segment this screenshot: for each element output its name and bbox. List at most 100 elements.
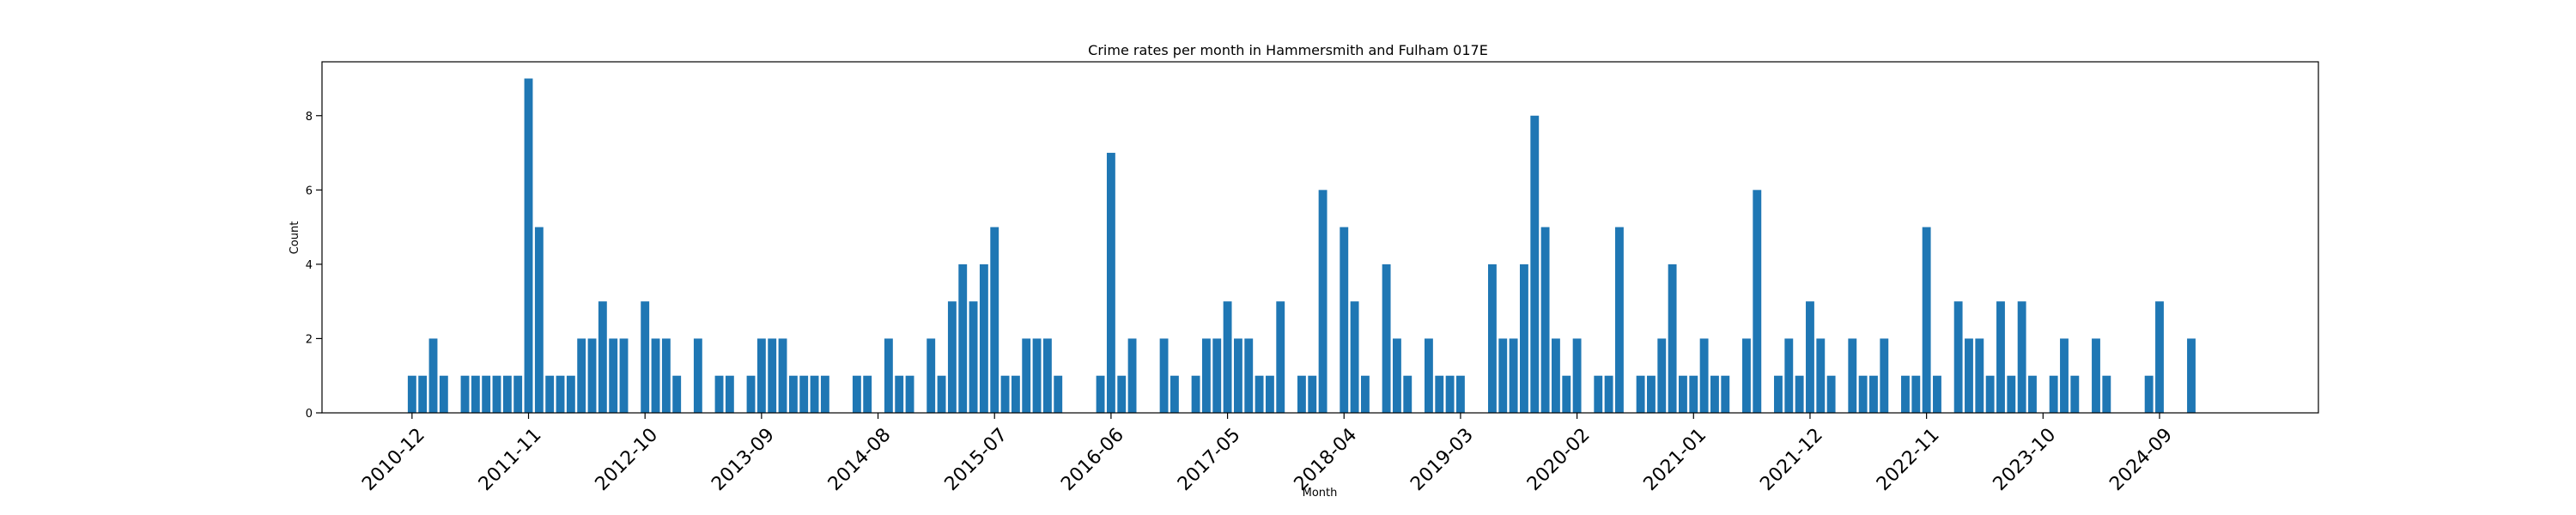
x-axis-label: Month bbox=[1303, 487, 1338, 500]
bar-2017-04 bbox=[1212, 338, 1222, 413]
bar-2019-09 bbox=[1520, 264, 1528, 413]
bar-2013-09 bbox=[756, 338, 766, 413]
bar-2021-09 bbox=[1774, 375, 1783, 413]
bar-2012-06 bbox=[598, 301, 607, 413]
x-tick-label: 2023-10 bbox=[1990, 424, 2061, 495]
bar-2012-10 bbox=[641, 301, 650, 413]
bar-2018-05 bbox=[1350, 301, 1359, 413]
bar-2023-05 bbox=[1985, 375, 1995, 413]
bar-2022-04 bbox=[1848, 338, 1857, 413]
bar-2020-01 bbox=[1562, 375, 1571, 413]
bar-2013-03 bbox=[693, 338, 702, 413]
bar-2021-12 bbox=[1806, 301, 1814, 413]
bar-2013-01 bbox=[672, 375, 682, 413]
bar-2019-06 bbox=[1488, 264, 1497, 413]
bar-2020-02 bbox=[1572, 338, 1582, 413]
x-tick-label: 2024-09 bbox=[2105, 424, 2177, 495]
bar-2015-12 bbox=[1042, 338, 1052, 413]
bar-2015-06 bbox=[979, 264, 988, 413]
bar-2019-11 bbox=[1540, 227, 1550, 413]
bar-2012-01 bbox=[545, 375, 555, 413]
bar-2018-12 bbox=[1424, 338, 1433, 413]
x-tick-label: 2017-05 bbox=[1174, 424, 1245, 495]
bar-2014-02 bbox=[810, 375, 819, 413]
bar-2022-10 bbox=[1911, 375, 1921, 413]
bar-2013-10 bbox=[768, 338, 777, 413]
bar-2015-07 bbox=[990, 227, 999, 413]
bar-2012-12 bbox=[661, 338, 671, 413]
bar-2022-09 bbox=[1901, 375, 1910, 413]
bar-2011-10 bbox=[513, 375, 523, 413]
bar-2020-04 bbox=[1594, 375, 1603, 413]
bar-2015-08 bbox=[1000, 375, 1010, 413]
bar-2020-10 bbox=[1657, 338, 1667, 413]
bar-2020-11 bbox=[1668, 264, 1677, 413]
bars-group bbox=[407, 78, 2196, 414]
bar-2023-11 bbox=[2049, 375, 2058, 413]
bar-2012-11 bbox=[651, 338, 660, 413]
bar-2016-07 bbox=[1117, 375, 1127, 413]
bar-2016-11 bbox=[1159, 338, 1169, 413]
bar-2018-02 bbox=[1318, 190, 1327, 413]
y-tick-label: 6 bbox=[306, 185, 313, 197]
bar-2020-05 bbox=[1604, 375, 1613, 413]
bar-2018-08 bbox=[1382, 264, 1391, 413]
bar-2015-03 bbox=[947, 301, 957, 413]
bar-2013-11 bbox=[778, 338, 787, 413]
bar-2020-09 bbox=[1647, 375, 1656, 413]
bar-2015-11 bbox=[1032, 338, 1042, 413]
bar-2017-02 bbox=[1191, 375, 1200, 413]
bar-2012-08 bbox=[619, 338, 629, 413]
y-axis-label: Count bbox=[289, 221, 301, 255]
bar-2015-02 bbox=[937, 375, 946, 413]
bar-2021-06 bbox=[1742, 338, 1751, 413]
y-tick-label: 2 bbox=[306, 333, 313, 346]
x-tick-label: 2011-11 bbox=[475, 424, 546, 495]
bar-2019-07 bbox=[1498, 338, 1508, 413]
bar-2017-08 bbox=[1255, 375, 1264, 413]
bar-2022-12 bbox=[1933, 375, 1941, 413]
bar-2016-06 bbox=[1106, 153, 1115, 414]
bar-2023-04 bbox=[1975, 338, 1984, 413]
bar-2014-09 bbox=[884, 338, 893, 413]
bar-2019-10 bbox=[1530, 115, 1540, 413]
bar-2017-10 bbox=[1276, 301, 1285, 413]
bar-2024-03 bbox=[2092, 338, 2100, 413]
y-axis: 0 2 4 6 8 bbox=[306, 111, 322, 421]
x-tick-label: 2013-09 bbox=[708, 424, 779, 495]
bar-2011-02 bbox=[428, 338, 438, 413]
bar-2023-07 bbox=[2007, 375, 2016, 413]
bar-2012-07 bbox=[609, 338, 618, 413]
bar-2022-02 bbox=[1826, 375, 1836, 413]
bar-2021-01 bbox=[1689, 375, 1698, 413]
x-tick-label: 2021-01 bbox=[1640, 424, 1711, 495]
x-tick-label: 2022-11 bbox=[1873, 424, 1944, 495]
bar-2022-05 bbox=[1858, 375, 1868, 413]
bar-2021-04 bbox=[1721, 375, 1730, 413]
bar-2011-06 bbox=[471, 375, 480, 413]
bar-2015-01 bbox=[927, 338, 936, 413]
bar-2019-03 bbox=[1455, 375, 1465, 413]
bar-2011-07 bbox=[482, 375, 491, 413]
bar-2012-03 bbox=[566, 375, 575, 413]
bar-2011-09 bbox=[502, 375, 512, 413]
bar-2013-06 bbox=[725, 375, 734, 413]
bar-2014-10 bbox=[895, 375, 904, 413]
x-tick-label: 2020-02 bbox=[1523, 424, 1595, 495]
x-tick-label: 2014-08 bbox=[824, 424, 896, 495]
bar-2021-11 bbox=[1795, 375, 1804, 413]
bar-2023-12 bbox=[2060, 338, 2069, 413]
bar-2019-08 bbox=[1509, 338, 1518, 413]
bar-2023-08 bbox=[2017, 301, 2026, 413]
bar-2014-03 bbox=[820, 375, 829, 413]
bar-2011-08 bbox=[492, 375, 501, 413]
bar-2014-07 bbox=[863, 375, 872, 413]
bar-2017-09 bbox=[1265, 375, 1274, 413]
bar-2023-09 bbox=[2028, 375, 2037, 413]
bar-2014-11 bbox=[905, 375, 914, 413]
bar-2018-10 bbox=[1403, 375, 1413, 413]
bar-2011-05 bbox=[460, 375, 470, 413]
bar-2020-06 bbox=[1615, 227, 1624, 413]
bar-2012-04 bbox=[577, 338, 586, 413]
